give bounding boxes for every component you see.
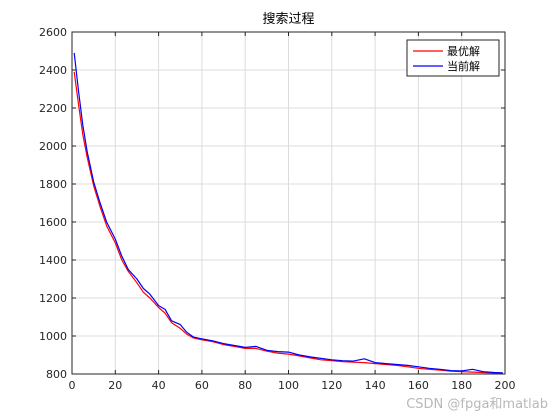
chart-title: 搜索过程 xyxy=(262,12,314,27)
y-tick-label: 1800 xyxy=(39,178,67,191)
x-tick-label: 180 xyxy=(451,379,472,392)
y-tick-label: 1000 xyxy=(39,330,67,343)
legend-box xyxy=(406,39,500,77)
x-tick-label: 200 xyxy=(495,379,516,392)
y-tick-label: 2400 xyxy=(39,64,67,77)
y-tick-label: 1200 xyxy=(39,292,67,305)
y-tick-label: 2600 xyxy=(39,26,67,39)
legend-label-0: 最优解 xyxy=(447,44,480,58)
x-tick-label: 160 xyxy=(408,379,429,392)
x-tick-label: 60 xyxy=(195,379,209,392)
axis-ticks xyxy=(71,31,506,375)
series-line-0 xyxy=(73,71,503,374)
x-tick-label: 20 xyxy=(108,379,122,392)
data-series xyxy=(73,52,503,374)
axis-tick-labels: 0 20 40 60 80 100 120 140 160 180 200 800 1000 1200 14… xyxy=(39,26,516,392)
x-tick-label: 100 xyxy=(278,379,299,392)
x-tick-label: 120 xyxy=(321,379,342,392)
x-tick-label: 140 xyxy=(365,379,386,392)
y-tick-label: 2000 xyxy=(39,140,67,153)
x-tick-label: 40 xyxy=(152,379,166,392)
legend-label-1: 当前解 xyxy=(447,59,480,73)
y-tick-label: 800 xyxy=(46,368,67,381)
watermark-text: CSDN @fpga和matlab xyxy=(406,397,548,412)
y-tick-label: 2200 xyxy=(39,102,67,115)
y-tick-label: 1400 xyxy=(39,254,67,267)
x-tick-label: 0 xyxy=(69,379,76,392)
y-tick-label: 1600 xyxy=(39,216,67,229)
x-tick-label: 80 xyxy=(238,379,252,392)
series-line-1 xyxy=(73,52,503,374)
